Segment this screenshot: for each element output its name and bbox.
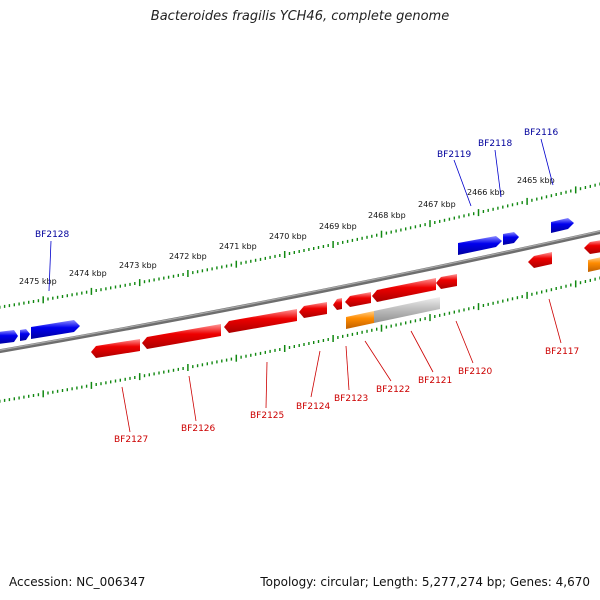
kbp-label: 2467 kbp (418, 200, 456, 209)
kbp-label: 2470 kbp (269, 232, 307, 241)
leader-line (121, 386, 131, 433)
kbp-label: 2466 kbp (467, 188, 505, 197)
gene-arrow-bf2123[interactable] (333, 298, 342, 310)
kbp-label: 2475 kbp (19, 277, 57, 286)
gene-arrow-bf2124[interactable] (299, 302, 327, 318)
kbp-label: 2473 kbp (119, 261, 157, 270)
genome-backbone (0, 230, 600, 354)
gene-label-bf2120[interactable]: BF2120 (458, 367, 493, 377)
kbp-label: 2468 kbp (368, 211, 406, 220)
leader-line (345, 345, 350, 391)
gene-label-bf2122[interactable]: BF2122 (376, 385, 410, 395)
map-title: Bacteroides fragilis YCH46, complete gen… (150, 9, 450, 24)
leader-line (265, 361, 268, 409)
gene-label-bf2117[interactable]: BF2117 (545, 347, 579, 357)
leader-line (188, 375, 197, 422)
kbp-label: 2474 kbp (69, 269, 107, 278)
kbp-label: 2472 kbp (169, 252, 207, 261)
gene-label-bf2124[interactable]: BF2124 (296, 402, 331, 412)
gene-arrow-bf2121[interactable] (372, 278, 436, 302)
leader-line (453, 159, 472, 207)
gene-arrow-reverse-orange[interactable] (346, 311, 374, 329)
gene-arrow-reverse-gray[interactable] (374, 297, 440, 323)
forward-gene-labels: BF2128 BF2119 BF2118 BF2116 (35, 128, 559, 292)
gene-label-bf2125[interactable]: BF2125 (250, 411, 284, 421)
forward-genes (0, 218, 574, 344)
gene-arrow-forward[interactable] (20, 329, 30, 341)
leader-line (455, 320, 474, 364)
gene-label-bf2127[interactable]: BF2127 (114, 435, 148, 445)
reverse-genes (91, 240, 600, 358)
gene-arrow-bf2116[interactable] (551, 218, 574, 233)
kbp-labels: 2475 kbp 2474 kbp 2473 kbp 2472 kbp 2471… (19, 176, 555, 286)
leader-line (48, 240, 52, 292)
gene-arrow-bf2125[interactable] (224, 309, 297, 333)
scale-ticks-upper (0, 182, 600, 309)
gene-label-bf2118[interactable]: BF2118 (478, 139, 513, 149)
gene-arrow-bf2117[interactable] (528, 252, 552, 268)
gene-label-bf2126[interactable]: BF2126 (181, 424, 216, 434)
gene-arrow-reverse[interactable] (584, 240, 600, 254)
gene-label-bf2123[interactable]: BF2123 (334, 394, 368, 404)
gene-arrow-forward[interactable] (0, 330, 18, 344)
leader-line (494, 149, 502, 198)
gene-arrow-bf2128[interactable] (31, 320, 80, 339)
leader-line (364, 340, 392, 382)
accession-text: Accession: NC_006347 (9, 575, 146, 589)
gene-label-bf2121[interactable]: BF2121 (418, 376, 452, 386)
gene-arrow-bf2127[interactable] (91, 339, 140, 358)
reverse-gene-labels: BF2127 BF2126 BF2125 BF2124 BF2123 BF212… (114, 298, 579, 445)
gene-arrow-bf2126[interactable] (142, 324, 221, 349)
gene-label-bf2119[interactable]: BF2119 (437, 150, 472, 160)
gene-arrow-bf2120[interactable] (436, 274, 457, 289)
gene-arrow-reverse-orange[interactable] (588, 257, 600, 272)
kbp-label: 2469 kbp (319, 222, 357, 231)
scale-ticks-lower (0, 276, 600, 403)
kbp-label: 2471 kbp (219, 242, 257, 251)
genome-summary-text: Topology: circular; Length: 5,277,274 bp… (260, 575, 590, 589)
gene-arrow-bf2122[interactable] (345, 292, 371, 307)
genome-backbone-highlight (0, 230, 600, 351)
gene-label-bf2128[interactable]: BF2128 (35, 230, 70, 240)
leader-line (410, 330, 434, 373)
leader-line (548, 298, 562, 344)
leader-line (540, 138, 554, 186)
kbp-label: 2465 kbp (517, 176, 555, 185)
leader-line (310, 350, 321, 398)
gene-label-bf2116[interactable]: BF2116 (524, 128, 559, 138)
gene-arrow-bf2118[interactable] (503, 232, 519, 245)
gene-arrow-bf2119[interactable] (458, 236, 502, 255)
